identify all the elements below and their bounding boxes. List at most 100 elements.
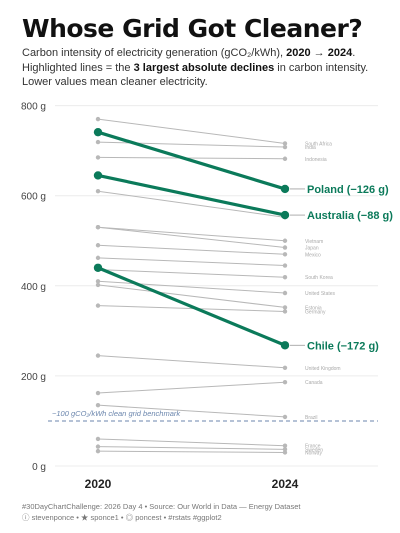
context-series-line	[97, 450, 286, 453]
context-series-line	[97, 226, 286, 249]
context-series-line	[97, 226, 286, 242]
context-point-2024	[282, 144, 288, 150]
x-tick-label: 2020	[85, 477, 112, 491]
highlight-series-label: Poland (−126 g)	[307, 184, 389, 196]
context-point-2024	[282, 414, 288, 420]
context-point-2024	[282, 305, 288, 310]
context-point-2020	[95, 225, 101, 230]
context-point-2024	[282, 380, 288, 385]
context-point-2024	[282, 275, 288, 280]
context-point-2024	[282, 245, 288, 250]
y-tick-label: 400 g	[21, 282, 46, 293]
context-point-2020	[95, 444, 101, 449]
context-series-label: United States	[305, 291, 336, 297]
context-series-label: Estonia	[305, 305, 322, 311]
context-series-label: South Africa	[305, 141, 332, 147]
highlight-series-line	[96, 130, 287, 191]
context-point-2020	[95, 139, 101, 145]
footer-social: ⓘ stevenponce • ★ sponce1 • ◎ poncest • …	[22, 512, 222, 522]
highlight-point-2024	[280, 210, 290, 220]
context-series-line	[97, 355, 286, 369]
y-tick-label: 800 g	[21, 102, 46, 113]
context-point-2020	[95, 116, 101, 122]
context-series-label: France	[305, 444, 321, 450]
subtitle-line-3: Lower values mean cleaner electricity.	[22, 76, 208, 88]
context-series-line	[97, 190, 286, 218]
context-point-2020	[95, 448, 101, 454]
y-tick-label: 200 g	[21, 372, 46, 383]
highlight-series-line	[96, 266, 287, 347]
highlight-point-2020	[93, 127, 103, 137]
context-point-2020	[95, 436, 101, 442]
chart-title: Whose Grid Got Cleaner?	[22, 14, 363, 43]
context-series-label: United Kingdom	[305, 366, 341, 372]
subtitle-line-1: Carbon intensity of electricity generati…	[22, 46, 392, 61]
context-point-2024	[282, 365, 288, 370]
context-series-line	[97, 280, 286, 294]
context-series-label: India	[305, 145, 316, 151]
subtitle-emphasis: 3 largest absolute declines	[133, 61, 275, 74]
context-series-line	[97, 305, 286, 312]
context-point-2020	[95, 353, 101, 358]
context-series-line	[97, 244, 286, 255]
highlight-point-2024	[280, 341, 290, 350]
context-point-2020	[95, 243, 101, 248]
context-point-2024	[282, 263, 288, 268]
subtitle-text: in carbon intensity.	[274, 61, 369, 74]
context-point-2024	[282, 156, 288, 161]
subtitle-year-end: 2024	[327, 47, 353, 59]
context-series-label: Norway	[305, 450, 322, 456]
context-point-2020	[95, 155, 101, 160]
context-point-2020	[95, 188, 101, 194]
subtitle-text: Carbon intensity of electricity generati…	[22, 47, 287, 59]
context-series-label: Vietnam	[305, 239, 323, 245]
context-point-2024	[282, 443, 288, 448]
context-point-2024	[282, 450, 288, 455]
context-series-label: Brazil	[305, 415, 318, 421]
context-series-line	[97, 257, 286, 267]
context-point-2020	[95, 279, 101, 284]
context-point-2020	[95, 303, 101, 308]
context-series-label: Germany	[305, 309, 326, 315]
highlight-series-label: Australia (−88 g)	[307, 210, 393, 222]
context-point-2024	[282, 252, 288, 257]
highlight-point-2020	[93, 171, 103, 180]
subtitle-text: .	[352, 47, 356, 59]
context-series-line	[97, 446, 286, 450]
context-series-line	[97, 381, 286, 394]
context-point-2024	[282, 238, 288, 243]
chart-subtitle: Carbon intensity of electricity generati…	[22, 46, 392, 90]
benchmark-label: ~100 gCO₂/kWh clean grid benchmark	[52, 409, 181, 418]
y-tick-label: 0 g	[32, 462, 46, 473]
context-point-2020	[95, 255, 101, 261]
context-series-line	[97, 118, 286, 144]
subtitle-year-start: 2020	[286, 47, 311, 59]
context-series-line	[97, 284, 286, 308]
context-series-label: Mexico	[305, 252, 321, 258]
highlight-point-2020	[93, 263, 103, 272]
context-series-label: Canada	[305, 380, 323, 386]
highlight-point-2024	[280, 184, 290, 194]
context-series-label: Japan	[305, 246, 319, 252]
footer-source: #30DayChartChallenge: 2026 Day 4 • Sourc…	[22, 502, 301, 511]
highlight-series-label: Chile (−172 g)	[307, 340, 379, 352]
context-series-line	[97, 438, 286, 447]
context-series-line	[97, 404, 286, 418]
context-series-label: Indonesia	[305, 157, 327, 163]
context-series-line	[97, 141, 286, 148]
context-series-line	[97, 269, 286, 278]
context-point-2020	[95, 402, 101, 408]
subtitle-line-2: Highlighted lines = the 3 largest absolu…	[22, 61, 392, 76]
subtitle-arrow: →	[310, 47, 328, 59]
context-series-label: South Korea	[305, 275, 333, 281]
highlight-series-line	[96, 173, 287, 217]
context-series-line	[97, 156, 286, 160]
context-point-2024	[282, 447, 288, 452]
context-series-label: Sweden	[305, 447, 323, 453]
subtitle-text: Highlighted lines = the	[22, 61, 134, 74]
x-tick-label: 2024	[272, 477, 299, 491]
context-point-2024	[282, 141, 288, 146]
context-point-2024	[282, 309, 288, 314]
y-tick-label: 600 g	[21, 192, 46, 203]
